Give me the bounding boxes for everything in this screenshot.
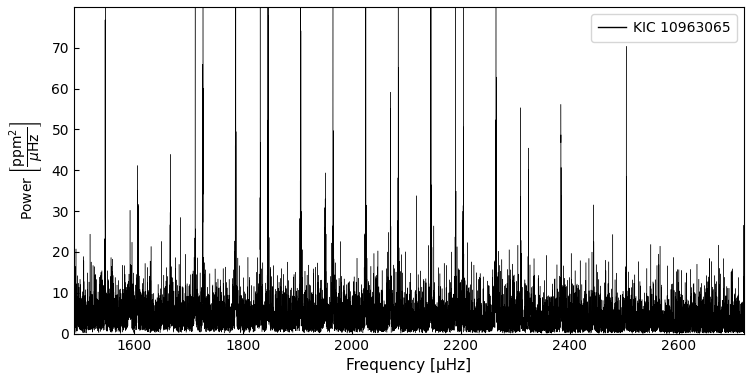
Y-axis label: Power $\left[\dfrac{\mathrm{ppm}^2}{\mu\mathrm{Hz}}\right]$: Power $\left[\dfrac{\mathrm{ppm}^2}{\mu\… — [7, 121, 46, 220]
Legend: KIC 10963065: KIC 10963065 — [591, 14, 737, 42]
X-axis label: Frequency [μHz]: Frequency [μHz] — [346, 358, 472, 373]
